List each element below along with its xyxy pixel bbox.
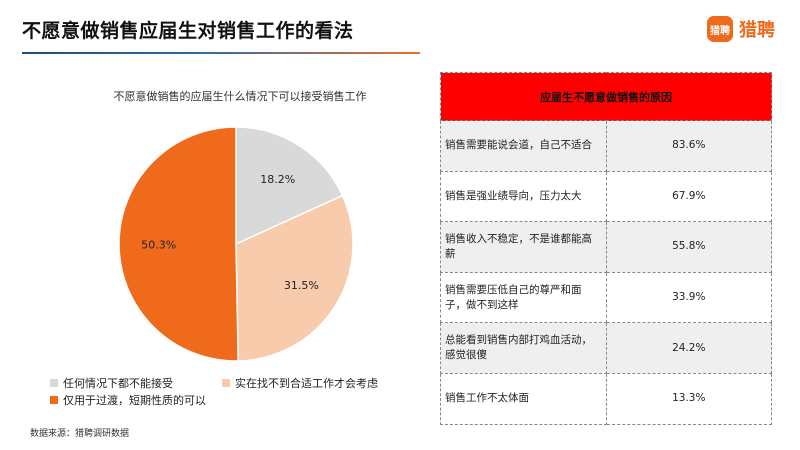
logo-text: 猎聘 — [739, 20, 775, 41]
table-row: 销售工作不太体面 13.3% — [440, 372, 772, 425]
legend-swatch-never — [50, 378, 58, 387]
reasons-table: 应届生不愿意做销售的原因 销售需要能说会道，自己不适合 83.6% 销售是强业绩… — [440, 72, 772, 425]
pie-slice-never — [235, 126, 344, 246]
reason-cell: 销售是强业绩导向，压力太大 — [440, 170, 607, 223]
pie-slice-last-resort — [235, 194, 354, 362]
legend-swatch-transition — [50, 395, 58, 404]
table-row: 销售需要能说会道，自己不适合 83.6% — [440, 120, 772, 172]
legend-label-transition: 仅用于过渡，短期性质的可以 — [63, 393, 206, 407]
chart-title: 不愿意做销售的应届生什么情况下可以接受销售工作 — [113, 90, 367, 103]
table-row: 总能看到销售内部打鸡血活动，感觉很傻 24.2% — [440, 322, 772, 374]
table-header: 应届生不愿意做销售的原因 — [440, 72, 772, 121]
logo-badge-icon: 猎聘 — [707, 16, 733, 42]
value-cell: 55.8% — [605, 221, 772, 273]
reason-cell: 销售工作不太体面 — [440, 372, 607, 425]
legend-item-transition: 仅用于过渡，短期性质的可以 — [50, 392, 206, 408]
pie-data-label: 18.2% — [260, 173, 295, 186]
data-source-note: 数据来源：猎聘调研数据 — [30, 429, 130, 439]
table-row: 销售收入不稳定，不是谁都能高薪 55.8% — [440, 221, 772, 273]
value-cell: 13.3% — [605, 372, 772, 425]
value-cell: 83.6% — [605, 120, 772, 172]
reason-cell: 总能看到销售内部打鸡血活动，感觉很傻 — [440, 322, 607, 374]
table-row: 销售需要压低自己的尊严和面子，做不到这样 33.9% — [440, 271, 772, 324]
legend-row: 仅用于过渡，短期性质的可以 — [50, 391, 430, 408]
chart-legend: 任何情况下都不能接受 实在找不到合适工作才会考虑 仅用于过渡，短期性质的可以 — [50, 374, 430, 408]
reason-cell: 销售需要压低自己的尊严和面子，做不到这样 — [440, 271, 607, 324]
pie-data-label: 50.3% — [141, 239, 176, 252]
liepin-logo: 猎聘 猎聘 — [707, 16, 775, 42]
value-cell: 67.9% — [605, 170, 772, 223]
legend-row: 任何情况下都不能接受 实在找不到合适工作才会考虑 — [50, 374, 430, 391]
pie-slice-transition — [118, 126, 239, 362]
reason-cell: 销售需要能说会道，自己不适合 — [440, 120, 607, 172]
reason-cell: 销售收入不稳定，不是谁都能高薪 — [440, 221, 607, 273]
value-cell: 33.9% — [605, 271, 772, 324]
legend-item-never: 任何情况下都不能接受 — [50, 375, 222, 391]
page-title: 不愿意做销售应届生对销售工作的看法 — [22, 20, 354, 42]
legend-swatch-last-resort — [222, 378, 230, 387]
legend-item-last-resort: 实在找不到合适工作才会考虑 — [222, 375, 378, 391]
table-row: 销售是强业绩导向，压力太大 67.9% — [440, 170, 772, 223]
value-cell: 24.2% — [605, 322, 772, 374]
table-header-row: 应届生不愿意做销售的原因 — [440, 72, 772, 121]
title-underline — [22, 52, 420, 54]
legend-label-last-resort: 实在找不到合适工作才会考虑 — [235, 376, 378, 390]
pie-data-label: 31.5% — [284, 279, 319, 292]
legend-label-never: 任何情况下都不能接受 — [63, 376, 173, 390]
